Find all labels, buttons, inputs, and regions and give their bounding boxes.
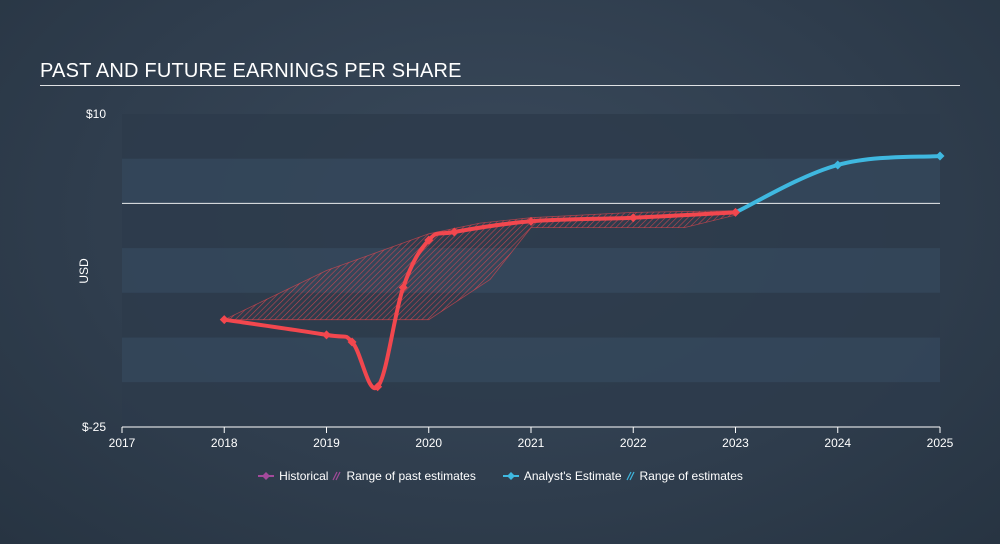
legend-item-analyst-estimate[interactable]: Analyst's Estimate xyxy=(502,469,622,483)
historical-swatch-icon xyxy=(258,472,275,480)
historical-point[interactable] xyxy=(322,330,331,340)
background-band xyxy=(122,337,940,383)
background-band xyxy=(122,114,940,159)
y-axis-label: USD xyxy=(77,258,91,284)
x-tick-label: 2023 xyxy=(722,436,749,450)
analyst-s-estimate-point[interactable] xyxy=(833,160,843,170)
legend: Historical Range of past estimates Analy… xyxy=(0,469,1000,483)
chart-title: PAST AND FUTURE EARNINGS PER SHARE xyxy=(40,60,462,82)
past-range-hatch-icon xyxy=(332,471,341,481)
x-tick-label: 2025 xyxy=(927,436,954,450)
legend-item-range-past[interactable]: Range of past estimates xyxy=(332,469,476,483)
title-divider xyxy=(40,85,960,86)
analyst-s-estimate-point[interactable] xyxy=(935,151,945,161)
legend-label-historical: Historical xyxy=(279,469,329,483)
x-tick-label: 2022 xyxy=(620,436,647,450)
background-band xyxy=(122,248,940,293)
x-tick-label: 2020 xyxy=(415,436,442,450)
x-tick-label: 2021 xyxy=(518,436,545,450)
historical-point[interactable] xyxy=(373,382,383,392)
y-tick-label: $10 xyxy=(86,107,106,121)
legend-item-historical[interactable]: Historical xyxy=(257,469,328,483)
legend-label-range-estimates: Range of estimates xyxy=(639,469,743,483)
legend-group-past: Historical Range of past estimates xyxy=(257,469,476,483)
x-tick-label: 2017 xyxy=(109,436,136,450)
historical-point[interactable] xyxy=(347,337,357,347)
historical-line xyxy=(222,210,738,391)
historical-point[interactable] xyxy=(449,227,459,237)
historical-point[interactable] xyxy=(526,216,536,226)
legend-item-range-estimates[interactable]: Range of estimates xyxy=(625,469,743,483)
background-band xyxy=(122,158,940,204)
historical-point[interactable] xyxy=(219,315,229,325)
analyst-estimate-swatch-icon xyxy=(502,472,519,480)
historical-point[interactable] xyxy=(398,282,408,292)
estimate-range-hatch-icon xyxy=(625,471,635,481)
x-tick-label: 2024 xyxy=(824,436,851,450)
background-band xyxy=(122,382,940,427)
legend-label-range-past: Range of past estimates xyxy=(346,469,476,483)
y-tick-label: $-25 xyxy=(82,420,106,434)
historical-point[interactable] xyxy=(424,235,434,245)
axes: 2017 2018 2019 2020 2021 2022 2023 2024 2025 $10 $… xyxy=(82,107,954,450)
x-tick-label: 2018 xyxy=(211,436,238,450)
historical-point[interactable] xyxy=(628,213,638,223)
historical-point[interactable] xyxy=(731,207,740,217)
series-markers xyxy=(219,151,945,392)
legend-label-analyst-estimate: Analyst's Estimate xyxy=(523,469,622,483)
x-tick-label: 2019 xyxy=(313,436,340,450)
background-bands xyxy=(122,114,940,427)
legend-group-future: Analyst's Estimate Range of estimates xyxy=(502,469,743,483)
